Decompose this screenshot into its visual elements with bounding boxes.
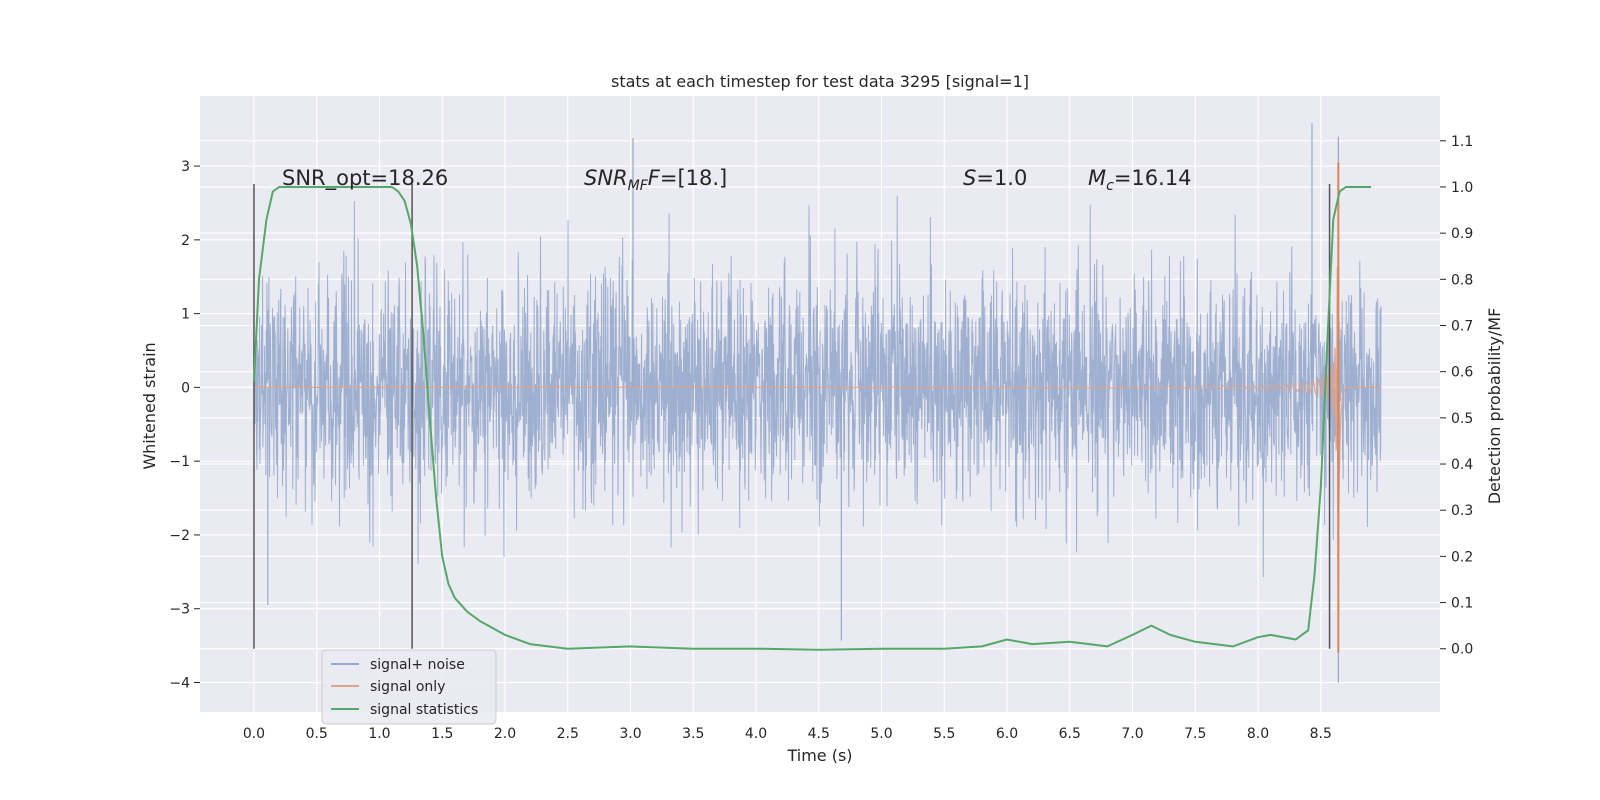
y-axis-ticks: −4 −3 −2 −1 0 1 2 3 <box>169 159 200 691</box>
statistic-series <box>253 186 1371 651</box>
x-tick-label-14: 7.0 <box>1121 726 1143 742</box>
signal-series <box>253 162 1382 653</box>
y-tick-label-1: −3 <box>169 602 190 618</box>
annotation-snr-opt: SNR_opt=18.26 <box>282 166 448 191</box>
x-tick-label-11: 5.5 <box>933 726 955 742</box>
snr-mf-symbol-tail: F <box>648 166 661 190</box>
y2-tick-label-6: 0.6 <box>1451 365 1473 381</box>
y2-tick-label-10: 1.0 <box>1451 180 1473 196</box>
snr-mf-value: =[18.] <box>660 166 727 190</box>
y2-tick-label-3: 0.3 <box>1451 503 1473 519</box>
x-tick-label-8: 4.0 <box>745 726 767 742</box>
vertical-markers <box>253 183 1331 649</box>
snr-mf-subscript: MF <box>628 178 649 194</box>
y2-tick-label-11: 1.1 <box>1451 134 1473 150</box>
y2-tick-label-8: 0.8 <box>1451 272 1473 288</box>
annotation-s: S=1.0 <box>963 166 1027 190</box>
annotation-snr-mf: SNRMFF=[18.] <box>584 166 727 194</box>
y2-tick-label-2: 0.2 <box>1451 549 1473 565</box>
signal-line <box>253 266 1382 587</box>
y2-axis-label: Detection probability/MF <box>1485 308 1504 505</box>
x-tick-label-12: 6.0 <box>996 726 1018 742</box>
y-tick-label-3: −1 <box>169 454 190 470</box>
x-tick-label-3: 1.5 <box>431 726 453 742</box>
y2-tick-label-5: 0.5 <box>1451 411 1473 427</box>
mc-subscript: c <box>1106 178 1114 194</box>
y-tick-label-4: 0 <box>181 380 190 396</box>
y-tick-label-5: 1 <box>181 307 190 323</box>
legend-box <box>321 649 497 725</box>
legend: signal+ noise signal only signal statist… <box>321 649 497 725</box>
x-tick-label-7: 3.5 <box>682 726 704 742</box>
y2-tick-label-4: 0.4 <box>1451 457 1473 473</box>
x-tick-label-4: 2.0 <box>494 726 516 742</box>
y2-tick-label-9: 0.9 <box>1451 226 1473 242</box>
y-tick-label-2: −2 <box>169 528 190 544</box>
x-tick-label-13: 6.5 <box>1059 726 1081 742</box>
snr-mf-symbol: SNR <box>584 166 628 190</box>
x-axis-label: Time (s) <box>786 746 852 765</box>
legend-label-signal: signal only <box>370 679 445 695</box>
mc-symbol: M <box>1088 166 1106 190</box>
x-tick-label-10: 5.0 <box>870 726 892 742</box>
noise-line <box>253 195 1382 578</box>
s-value: =1.0 <box>976 166 1027 190</box>
x-tick-label-5: 2.5 <box>557 726 579 742</box>
y-axis-label: Whitened strain <box>140 342 159 469</box>
y-tick-label-0: −4 <box>169 675 190 691</box>
legend-label-noise: signal+ noise <box>370 657 465 673</box>
y2-tick-label-0: 0.0 <box>1451 642 1473 658</box>
y-tick-label-6: 2 <box>181 233 190 249</box>
legend-label-statistic: signal statistics <box>370 702 478 718</box>
x-tick-label-16: 8.0 <box>1247 726 1269 742</box>
x-tick-label-6: 3.0 <box>619 726 641 742</box>
chart-title: stats at each timestep for test data 329… <box>611 72 1029 91</box>
s-symbol: S <box>963 166 976 190</box>
annotations: SNR_opt=18.26 SNRMFF=[18.] S=1.0 Mc=16.1… <box>282 166 1192 194</box>
x-tick-label-17: 8.5 <box>1310 726 1332 742</box>
annotation-mc: Mc=16.14 <box>1088 166 1192 194</box>
y-tick-label-7: 3 <box>181 159 190 175</box>
x-tick-label-0: 0.0 <box>243 726 265 742</box>
x-tick-label-1: 0.5 <box>306 726 328 742</box>
x-tick-label-2: 1.0 <box>368 726 390 742</box>
statistic-line <box>253 186 1371 651</box>
x-tick-label-15: 7.5 <box>1184 726 1206 742</box>
y2-tick-label-1: 0.1 <box>1451 596 1473 612</box>
x-axis-ticks: 0.0 0.5 1.0 1.5 2.0 2.5 3.0 3.5 4.0 4.5 5.0 5.5 6.0 6… <box>243 726 1332 742</box>
x-tick-label-9: 4.5 <box>808 726 830 742</box>
y2-tick-label-7: 0.7 <box>1451 318 1473 334</box>
mc-value: =16.14 <box>1114 166 1192 190</box>
y2-axis-ticks: 0.0 0.1 0.2 0.3 0.4 0.5 0.6 0.7 0.8 0.9 1.0 1.1 <box>1440 134 1473 658</box>
